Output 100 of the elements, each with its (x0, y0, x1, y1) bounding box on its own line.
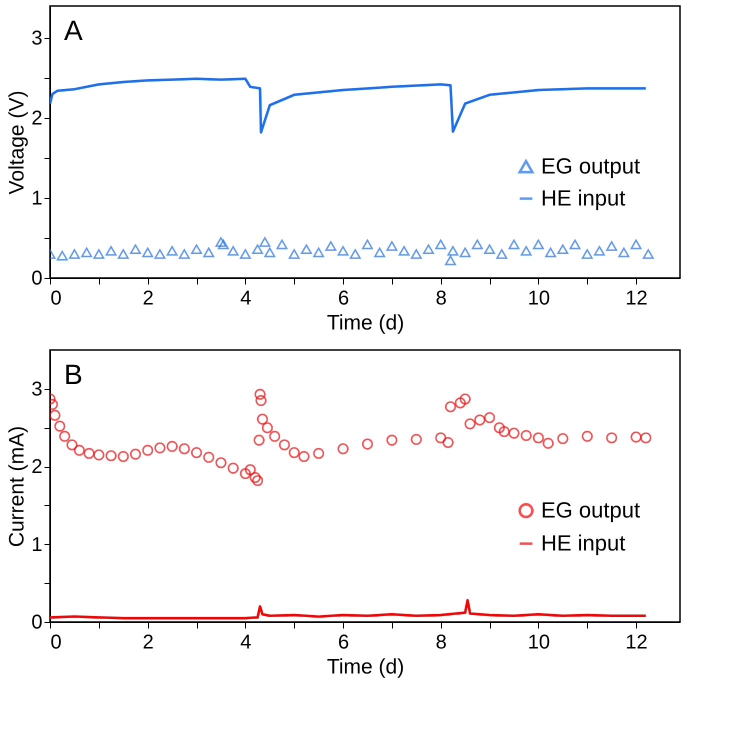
point (532, 240, 544, 250)
point (254, 434, 265, 446)
x-tick-label: 4 (240, 632, 252, 654)
point (313, 448, 324, 459)
y-tick-label: 3 (31, 28, 42, 50)
x-tick-label: 10 (528, 288, 550, 310)
point (508, 428, 520, 439)
x-tick-label: 12 (625, 632, 648, 654)
point (362, 438, 373, 450)
point (570, 240, 580, 250)
y-tick-label: 3 (31, 378, 42, 400)
point (142, 444, 154, 456)
point (68, 249, 80, 259)
point (215, 237, 226, 247)
point (464, 418, 476, 430)
x-tick-label: 10 (528, 632, 550, 654)
line-series (50, 78, 648, 134)
point (520, 246, 532, 256)
point (255, 395, 266, 406)
x-tick-label: 6 (338, 632, 350, 654)
point (106, 246, 117, 256)
point (474, 414, 486, 426)
point (325, 241, 336, 251)
point (74, 444, 85, 456)
x-tick-label: 0 (50, 288, 62, 310)
point (444, 256, 456, 266)
point (494, 422, 505, 434)
point (484, 412, 496, 424)
point (256, 414, 268, 425)
point (84, 448, 95, 459)
point (594, 246, 605, 256)
x-tick-label: 6 (338, 288, 350, 310)
point (244, 464, 256, 476)
point (520, 430, 532, 441)
legend-label: EG output (541, 154, 640, 179)
point (81, 248, 92, 258)
point (264, 248, 276, 258)
legend-label: HE input (541, 186, 626, 211)
point (300, 244, 312, 254)
point (154, 442, 166, 454)
point (250, 472, 261, 483)
y-tick-label: 2 (31, 456, 42, 478)
y-tick-label: 2 (31, 108, 42, 130)
y-tick-label: 1 (31, 188, 42, 210)
point (215, 457, 226, 468)
point (288, 447, 300, 458)
point (240, 468, 251, 480)
point (338, 443, 349, 454)
point (276, 240, 288, 250)
point (545, 248, 556, 258)
y-axis-title: Current (mA) (5, 426, 28, 548)
point (472, 240, 483, 250)
point (66, 439, 78, 450)
x-tick-label: 8 (436, 288, 447, 310)
x-tick-label: 8 (436, 632, 447, 654)
y-tick-label: 0 (31, 612, 42, 634)
point (444, 401, 456, 412)
point (59, 430, 70, 442)
point (130, 448, 141, 460)
point (642, 249, 654, 259)
point (606, 241, 618, 251)
point (350, 249, 361, 259)
point (218, 240, 229, 250)
point (118, 249, 129, 259)
point (278, 439, 290, 450)
point (460, 393, 471, 404)
x-axis-title: Time (d) (326, 312, 404, 334)
point (630, 432, 642, 443)
point (582, 430, 593, 442)
point (313, 248, 324, 258)
point (496, 249, 508, 259)
point (130, 244, 141, 254)
point (338, 246, 349, 256)
x-tick-label: 4 (240, 288, 252, 310)
point (118, 450, 129, 462)
point (640, 432, 652, 444)
point (228, 462, 239, 474)
legend-label: HE input (541, 530, 626, 556)
point (191, 447, 202, 458)
annotation: A (64, 15, 83, 46)
point (228, 246, 239, 256)
point (154, 249, 166, 259)
point (252, 475, 264, 486)
x-tick-label: 2 (142, 632, 154, 654)
point (532, 432, 544, 444)
point (374, 248, 386, 258)
point (178, 249, 190, 259)
point (269, 430, 280, 442)
x-tick-label: 0 (50, 632, 62, 654)
point (50, 410, 60, 421)
annotation: B (64, 359, 83, 390)
point (386, 434, 398, 446)
point (582, 249, 593, 259)
point (557, 244, 568, 254)
point (93, 449, 104, 460)
point (618, 248, 630, 258)
point (166, 246, 178, 256)
point (398, 246, 410, 256)
point (252, 244, 264, 254)
point (435, 240, 446, 250)
